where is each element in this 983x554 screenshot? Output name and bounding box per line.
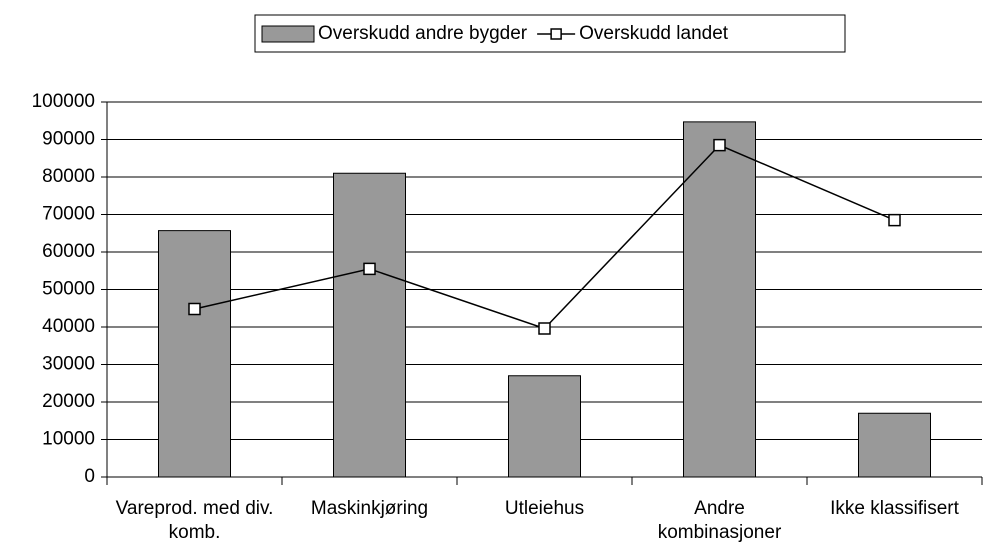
- legend-label: Overskudd landet: [579, 23, 729, 44]
- x-tick-label: Vareprod. med div. komb.: [115, 498, 274, 543]
- bar: [158, 230, 231, 478]
- line-marker: [538, 322, 551, 335]
- bar: [333, 172, 406, 478]
- bar: [858, 412, 931, 478]
- line-marker: [188, 302, 201, 316]
- y-tick-label: 10000: [42, 429, 95, 450]
- x-tick-label: Utleiehus: [504, 498, 585, 519]
- legend-swatch: [261, 25, 315, 43]
- line-marker: [363, 262, 376, 276]
- x-tick-label: Ikke klassifisert: [830, 498, 959, 519]
- y-tick-label: 0: [84, 466, 95, 487]
- y-tick-label: 30000: [42, 354, 95, 375]
- y-tick-label: 100000: [32, 91, 95, 112]
- line-marker: [888, 213, 901, 227]
- y-tick-label: 70000: [42, 204, 95, 225]
- y-tick-label: 50000: [42, 279, 95, 300]
- legend-marker: [550, 28, 562, 40]
- y-tick-label: 80000: [42, 166, 95, 187]
- bar: [508, 375, 581, 478]
- y-tick-label: 40000: [42, 316, 95, 337]
- y-tick-label: 90000: [42, 129, 95, 150]
- line-marker: [713, 138, 726, 152]
- y-tick-label: 20000: [42, 391, 95, 412]
- x-tick-label: Andre kombinasjoner: [657, 498, 782, 543]
- x-tick-label: Maskinkjøring: [310, 498, 429, 519]
- legend-label: Overskudd andre bygder: [318, 23, 528, 44]
- line: [194, 144, 895, 330]
- bar: [683, 121, 756, 478]
- y-tick-label: 60000: [42, 241, 95, 262]
